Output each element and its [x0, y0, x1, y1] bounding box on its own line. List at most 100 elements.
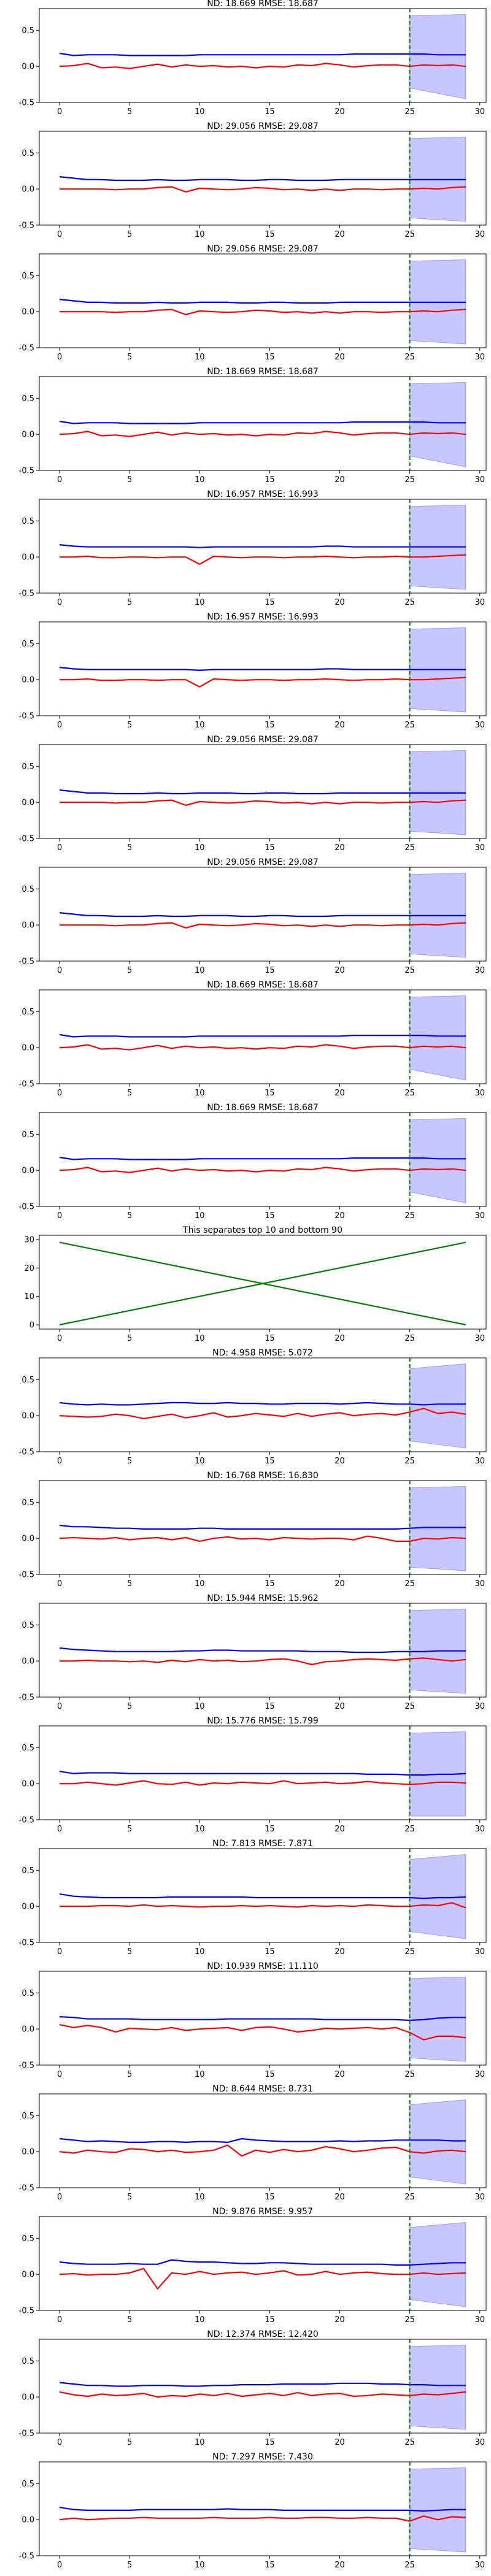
x-tick-label: 5 [127, 2193, 132, 2202]
y-tick-label: 0.0 [21, 799, 34, 808]
y-tick-label: 0.5 [21, 1989, 34, 1998]
chart-panel-16: ND: 7.813 RMSE: 7.871 0 5 10 15 20 25 30 -0.5 0.0… [19, 1839, 487, 1957]
x-tick-label: 5 [127, 1702, 132, 1711]
prediction-interval-band [409, 1117, 466, 1203]
x-tick-label: 30 [474, 1211, 485, 1221]
plot-frame [39, 8, 487, 103]
y-tick-label: 0.5 [21, 394, 34, 404]
x-tick-label: 5 [127, 1334, 132, 1343]
y-tick-label: -0.5 [19, 221, 34, 231]
x-tick-label: 30 [474, 1947, 485, 1957]
x-tick-label: 5 [127, 475, 132, 485]
x-tick-label: 15 [265, 2561, 275, 2570]
x-tick-label: 25 [404, 1825, 415, 1834]
x-tick-label: 5 [127, 2561, 132, 2570]
x-tick-label: 0 [57, 843, 62, 853]
x-tick-label: 20 [334, 107, 345, 117]
x-tick-label: 20 [334, 2193, 345, 2202]
series-line-2 [60, 922, 466, 929]
x-tick-label: 5 [127, 966, 132, 975]
series-line-1 [59, 2507, 466, 2512]
x-tick-label: 15 [265, 1334, 275, 1343]
chart-title: ND: 7.297 RMSE: 7.430 [212, 2452, 313, 2462]
x-tick-label: 30 [474, 107, 485, 117]
x-tick-label: 20 [334, 1089, 345, 1098]
x-tick-label: 15 [265, 966, 275, 975]
x-tick-label: 15 [265, 1457, 275, 1466]
plot-frame [39, 1235, 487, 1330]
chart-panel-18: ND: 8.644 RMSE: 8.731 0 5 10 15 20 25 30 -0.5 0.0… [19, 2084, 487, 2202]
y-tick-label: 0.5 [21, 2112, 34, 2121]
series-line-1 [59, 2137, 466, 2143]
y-tick-label: -0.5 [19, 1693, 34, 1703]
x-tick-label: 15 [265, 2070, 275, 2079]
x-tick-label: 0 [57, 1825, 62, 1834]
x-tick-label: 10 [195, 1947, 205, 1957]
series-line-2 [60, 2267, 466, 2290]
x-tick-label: 25 [404, 475, 415, 485]
x-tick-label: 5 [127, 1457, 132, 1466]
y-tick-label: -0.5 [19, 712, 34, 721]
x-tick-label: 15 [265, 353, 275, 362]
x-tick-label: 0 [57, 2070, 62, 2079]
y-tick-label: 0.0 [21, 1903, 34, 1912]
series-line-1 [59, 420, 466, 424]
x-tick-label: 20 [334, 353, 345, 362]
x-tick-label: 30 [474, 353, 485, 362]
x-tick-label: 10 [195, 2070, 205, 2079]
y-tick-label: 0.5 [21, 2480, 34, 2489]
x-tick-label: 5 [127, 230, 132, 239]
y-tick-label: 0.0 [21, 2271, 34, 2280]
x-tick-label: 25 [404, 1334, 415, 1343]
series-line-2 [59, 2391, 466, 2398]
series-line-1 [59, 1401, 466, 1406]
y-tick-label: 0.5 [21, 517, 34, 526]
y-tick-label: -0.5 [19, 2061, 34, 2071]
y-tick-label: -0.5 [19, 2552, 34, 2561]
plot-frame [39, 621, 487, 716]
x-tick-label: 20 [334, 1457, 345, 1466]
x-tick-label: 0 [57, 2315, 62, 2325]
y-tick-label: 0.5 [21, 149, 34, 158]
series-line-1 [59, 1647, 466, 1654]
chart-title: ND: 9.876 RMSE: 9.957 [212, 2207, 313, 2217]
plot-frame [39, 376, 487, 471]
chart-panel-4: ND: 18.669 RMSE: 18.687 0 5 10 15 20 25 30 -0.5 0… [19, 367, 487, 485]
x-tick-label: 5 [127, 1089, 132, 1098]
x-tick-label: 10 [195, 598, 205, 607]
y-tick-label: -0.5 [19, 957, 34, 967]
y-tick-label: 20 [24, 1264, 34, 1273]
chart-panel-9: ND: 18.669 RMSE: 18.687 0 5 10 15 20 25 30 -0.5 0… [19, 980, 487, 1098]
y-tick-label: -0.5 [19, 467, 34, 476]
chart-title: ND: 15.776 RMSE: 15.799 [207, 1716, 319, 1726]
y-tick-label: 0.5 [21, 1744, 34, 1753]
y-tick-label: -0.5 [19, 1816, 34, 1825]
chart-title: ND: 29.056 RMSE: 29.087 [207, 244, 319, 254]
y-tick-label: -0.5 [19, 2429, 34, 2439]
series-line-1 [59, 912, 466, 918]
prediction-interval-band [409, 2344, 466, 2430]
x-tick-label: 30 [474, 475, 485, 485]
series-line-2 [60, 1044, 466, 1051]
chart-title: This separates top 10 and bottom 90 [182, 1225, 342, 1235]
x-tick-label: 15 [265, 1579, 275, 1589]
x-tick-label: 25 [404, 2315, 415, 2325]
series-line-2 [60, 431, 466, 437]
x-tick-label: 25 [404, 230, 415, 239]
y-tick-label: 0.0 [21, 2393, 34, 2402]
y-tick-label: -0.5 [19, 589, 34, 599]
series-line-1 [59, 2382, 466, 2387]
x-tick-label: 0 [57, 230, 62, 239]
y-tick-label: 0.0 [21, 553, 34, 562]
chart-panel-12: ND: 4.958 RMSE: 5.072 0 5 10 15 20 25 30 -0.5 0.0… [19, 1348, 487, 1466]
x-tick-label: 25 [404, 843, 415, 853]
prediction-interval-band [409, 1485, 466, 1571]
x-tick-label: 0 [57, 2561, 62, 2570]
chart-title: ND: 18.669 RMSE: 18.687 [207, 980, 319, 990]
series-line-1 [59, 1771, 466, 1776]
y-tick-label: 0.5 [21, 640, 34, 649]
plot-frame [39, 131, 487, 226]
series-line-1 [59, 789, 466, 795]
y-tick-label: 0.0 [21, 1780, 34, 1789]
